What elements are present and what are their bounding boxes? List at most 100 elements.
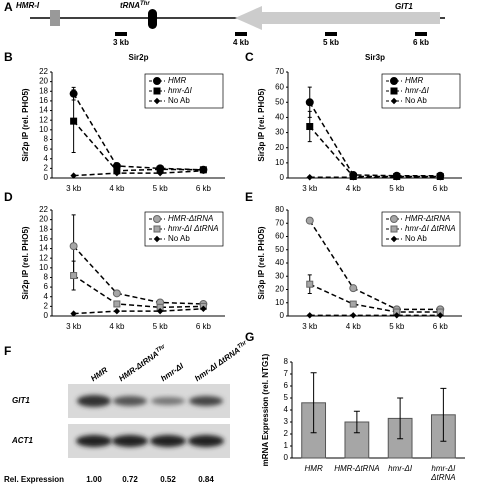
legend-label: hmr-ΔI xyxy=(168,86,193,95)
x-tick-label: 3 kb xyxy=(66,322,82,331)
y-tick-label: 0 xyxy=(280,311,285,320)
series-line xyxy=(309,283,441,313)
y-tick-label: 6 xyxy=(44,282,49,291)
marker xyxy=(70,172,77,179)
blot-band xyxy=(151,397,185,405)
y-tick-label: 12 xyxy=(39,253,48,262)
y-tick-label: 10 xyxy=(39,263,48,272)
blot-band xyxy=(113,396,147,406)
y-axis-label: Sir3p IP (rel. PHO5) xyxy=(257,226,266,300)
y-tick-label: 16 xyxy=(39,96,48,105)
trna-text: tRNA xyxy=(120,1,140,10)
legend-label: HMR-ΔtRNA xyxy=(405,214,450,223)
blot-band xyxy=(188,435,224,447)
panel-label: A xyxy=(4,0,13,14)
row-label: GIT1 xyxy=(12,396,30,405)
y-tick-label: 22 xyxy=(39,205,48,214)
x-tick-label: 3 kb xyxy=(302,184,318,193)
trna-mark xyxy=(148,9,157,29)
y-tick-label: 10 xyxy=(39,125,48,134)
x-tick-label: 6 kb xyxy=(433,184,449,193)
y-tick-label: 2 xyxy=(44,301,49,310)
blot-band xyxy=(150,435,186,447)
scale-label: 6 kb xyxy=(413,38,429,47)
x-tick-label: 6 kb xyxy=(433,322,449,331)
y-tick-label: 0 xyxy=(284,453,289,462)
series-line xyxy=(73,245,204,305)
scale-bar xyxy=(325,32,337,36)
row-label: ACT1 xyxy=(11,436,33,445)
marker xyxy=(437,174,444,181)
lane-sup: Thr xyxy=(155,343,167,354)
marker xyxy=(112,289,121,298)
legend-marker xyxy=(153,225,161,233)
y-tick-label: 8 xyxy=(284,357,289,366)
y-tick-label: 4 xyxy=(44,292,49,301)
y-tick-label: 18 xyxy=(39,224,48,233)
y-tick-label: 80 xyxy=(275,205,284,214)
x-tick-label: 4 kb xyxy=(109,322,125,331)
marker xyxy=(350,174,357,181)
chart-title: Sir3p xyxy=(365,53,385,62)
x-tick-label: 4 kb xyxy=(346,184,362,193)
marker xyxy=(200,305,207,312)
scale-label: 4 kb xyxy=(233,38,249,47)
git1-arrow xyxy=(235,6,440,30)
y-tick-label: 3 xyxy=(284,417,289,426)
y-tick-label: 30 xyxy=(275,128,284,137)
series-line xyxy=(73,170,204,177)
y-tick-label: 8 xyxy=(44,273,49,282)
x-tick-label: 5 kb xyxy=(153,322,169,331)
series-line xyxy=(309,220,441,311)
y-tick-label: 20 xyxy=(39,77,48,86)
y-tick-label: 60 xyxy=(275,232,284,241)
chart-title: Sir2p xyxy=(128,53,148,62)
y-tick-label: 4 xyxy=(284,405,289,414)
marker xyxy=(70,117,78,125)
scale-bar xyxy=(115,32,127,36)
marker xyxy=(350,312,357,319)
y-axis-label: mRNA Expression (rel. NTG1) xyxy=(261,353,270,466)
x-tick-label: hmr-ΔI xyxy=(388,464,413,473)
marker xyxy=(156,307,164,315)
scale-bar xyxy=(415,32,427,36)
y-tick-label: 40 xyxy=(275,113,284,122)
x-tick-label: hmr-ΔI xyxy=(431,464,456,473)
y-tick-label: 20 xyxy=(39,215,48,224)
marker xyxy=(156,169,164,177)
marker xyxy=(349,284,358,293)
x-tick-label: 6 kb xyxy=(196,322,212,331)
marker xyxy=(113,307,121,315)
y-tick-label: 18 xyxy=(39,86,48,95)
x-tick-label: 3 kb xyxy=(66,184,82,193)
expression-value: 0.72 xyxy=(122,475,138,484)
y-tick-label: 70 xyxy=(275,67,284,76)
scale-label: 5 kb xyxy=(323,38,339,47)
x-tick-label: 6 kb xyxy=(196,184,212,193)
legend-marker xyxy=(153,97,161,105)
panel-label: F xyxy=(4,344,11,358)
error-bar xyxy=(353,410,360,434)
y-axis-label: Sir3p IP (rel. PHO5) xyxy=(257,88,266,162)
legend-label: HMR-ΔtRNA xyxy=(168,214,213,223)
legend-marker xyxy=(153,77,161,85)
series-line xyxy=(309,101,441,177)
blot-band xyxy=(189,396,223,406)
y-tick-label: 0 xyxy=(44,173,49,182)
blot-band xyxy=(112,435,148,447)
legend-label: No Ab xyxy=(168,234,190,243)
lane-text: hmr-ΔI ΔtRNA xyxy=(193,345,242,383)
series-line xyxy=(73,120,204,172)
legend-label: hmr-ΔI xyxy=(405,86,430,95)
y-tick-label: 2 xyxy=(44,163,49,172)
lane-label: hmr-ΔI ΔtRNAThr xyxy=(193,339,250,383)
panel-label: B xyxy=(4,50,13,64)
x-tick-label: 4 kb xyxy=(109,184,125,193)
panel-label: G xyxy=(245,330,254,344)
marker xyxy=(305,216,314,225)
panel-label: E xyxy=(245,190,253,204)
hmr-i-box xyxy=(50,10,60,26)
y-tick-label: 14 xyxy=(39,106,48,115)
y-tick-label: 10 xyxy=(275,158,284,167)
